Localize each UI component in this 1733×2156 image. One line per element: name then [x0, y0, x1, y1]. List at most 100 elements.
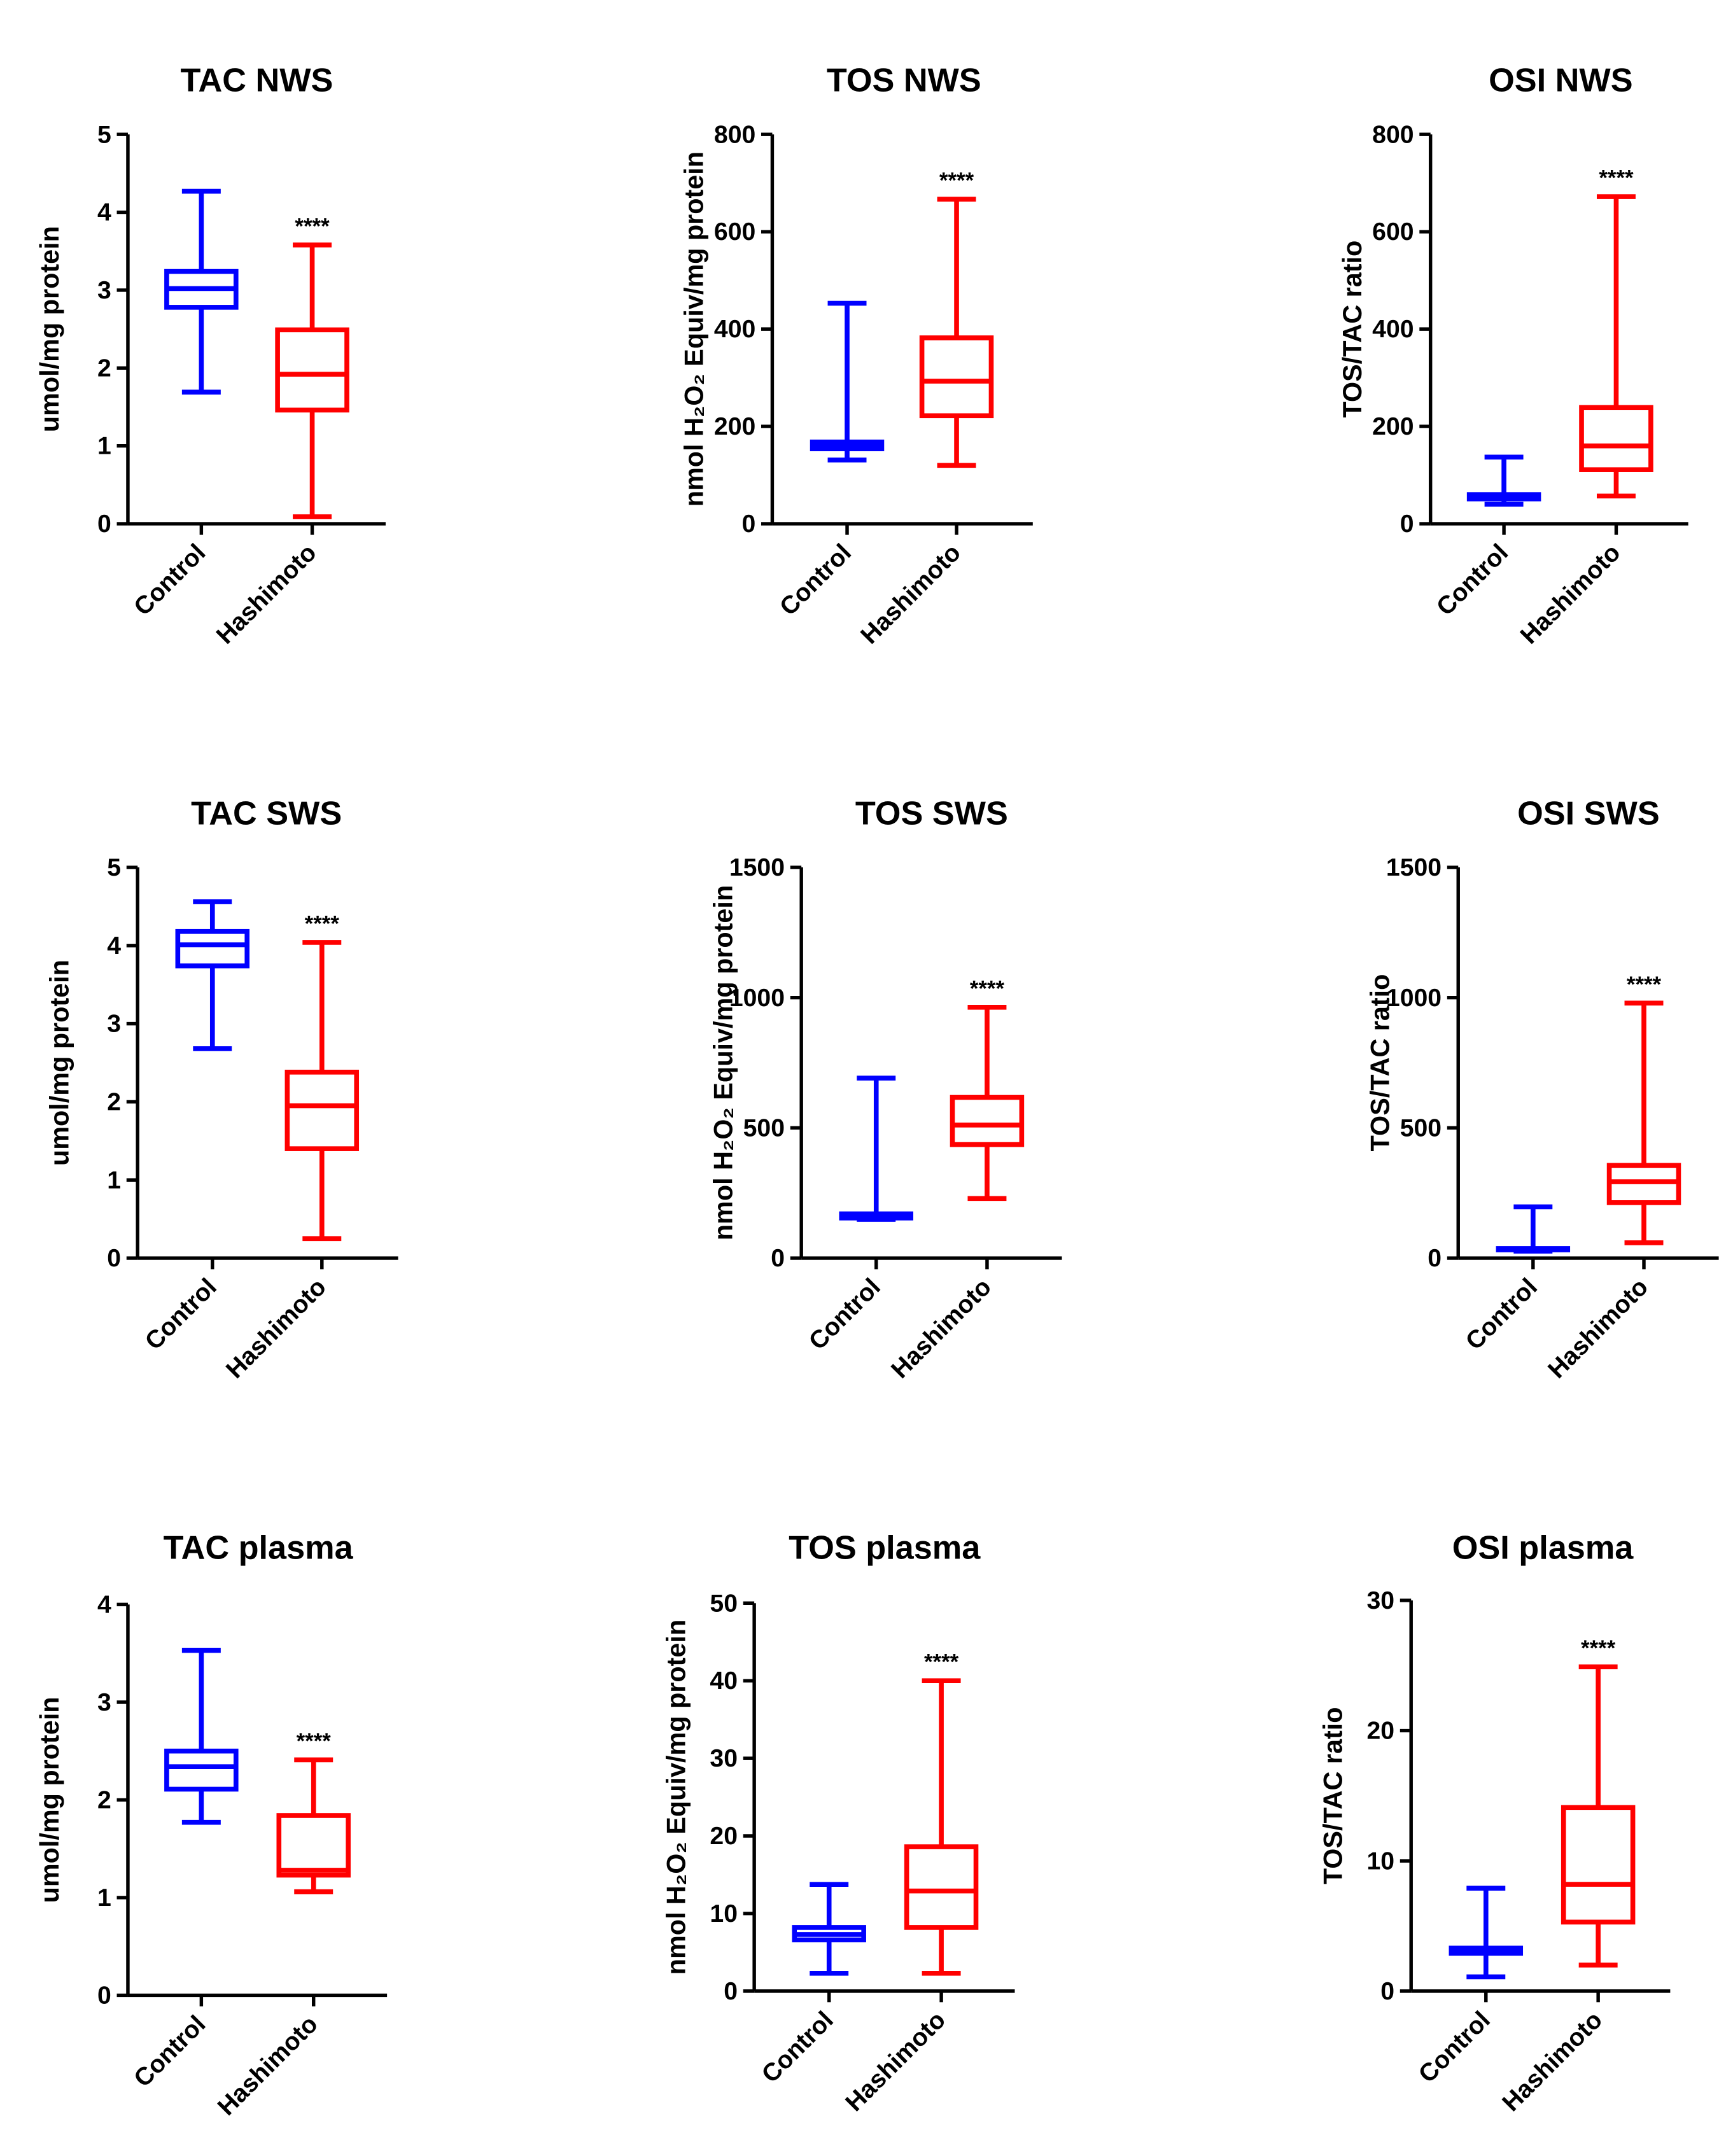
x-tick-label: Hashimoto [1515, 539, 1626, 650]
chart-title: OSI SWS [1517, 795, 1660, 832]
box-hashimoto [904, 1678, 979, 1976]
significance-marker: **** [1599, 166, 1634, 191]
y-tick-label: 400 [714, 316, 755, 343]
significance-marker: **** [1627, 972, 1662, 997]
y-tick-label: 0 [97, 510, 111, 538]
x-tick-label: Hashimoto [221, 1273, 332, 1384]
y-tick-label: 0 [742, 510, 756, 538]
x-tick-label: Control [140, 1273, 222, 1355]
y-tick-label: 4 [97, 1591, 111, 1618]
x-tick-label: Hashimoto [211, 539, 322, 650]
chart-panel-8: TOS plasma 0 10 20 30 40 50 nmol H₂O₂ Equiv/mg … [661, 1530, 1015, 2117]
iqr-box [1561, 1805, 1636, 1925]
y-tick-label: 5 [107, 854, 121, 881]
y-tick-label: 3 [97, 277, 111, 304]
x-tick-label: Control [129, 539, 211, 621]
box-hashimoto [275, 242, 349, 519]
chart-panel-4: TAC SWS 0 1 2 3 4 5 umol/mg protein ControlHashi… [45, 795, 398, 1384]
y-tick-label: 20 [710, 1823, 738, 1850]
y-tick-label: 1000 [1386, 984, 1442, 1012]
significance-marker: **** [1581, 1636, 1616, 1661]
y-tick-label: 40 [710, 1667, 738, 1695]
x-tick-label: Control [757, 2006, 839, 2089]
significance-marker: **** [295, 214, 330, 239]
chart-panel-5: TOS SWS 0 500 1000 1500 nmol H₂O₂ Equiv/mg pr… [708, 795, 1062, 1384]
y-axis-label: umol/mg protein [35, 1697, 64, 1903]
iqr-box [276, 1813, 351, 1878]
box-control [164, 1648, 239, 1825]
chart-title: TOS SWS [855, 795, 1008, 832]
significance-marker: **** [305, 912, 340, 937]
y-tick-label: 0 [771, 1245, 785, 1272]
significance-marker: **** [939, 169, 974, 193]
box-control [792, 1882, 866, 1976]
iqr-box [1579, 405, 1653, 472]
y-tick-label: 600 [1372, 218, 1414, 246]
y-axis-label: umol/mg protein [45, 960, 74, 1166]
iqr-box [950, 1095, 1025, 1147]
y-tick-label: 0 [107, 1245, 121, 1272]
y-tick-label: 0 [1380, 1978, 1394, 2005]
significance-marker: **** [297, 1729, 332, 1754]
significance-marker: **** [924, 1650, 959, 1675]
y-tick-label: 0 [1428, 1245, 1442, 1272]
y-tick-label: 0 [724, 1978, 738, 2005]
chart-panel-3: OSI NWS 0 200 400 600 800 TOS/TAC ratio Control… [1338, 62, 1688, 650]
x-tick-label: Control [1431, 539, 1513, 621]
box-control [839, 1075, 913, 1222]
y-tick-label: 1500 [729, 854, 785, 881]
y-tick-label: 200 [714, 413, 755, 440]
y-axis-label: nmol H₂O₂ Equiv/mg protein [708, 885, 738, 1240]
y-tick-label: 800 [1372, 121, 1414, 148]
y-tick-label: 5 [97, 121, 111, 148]
y-axis-label: nmol H₂O₂ Equiv/mg protein [661, 1620, 691, 1975]
chart-title: TAC plasma [164, 1530, 354, 1567]
x-tick-label: Control [804, 1273, 886, 1355]
box-hashimoto [1579, 194, 1653, 499]
y-tick-label: 1500 [1386, 854, 1442, 881]
iqr-box [164, 1748, 239, 1792]
chart-panel-1: TAC NWS 0 1 2 3 4 5 umol/mg protein Control Hashi… [35, 62, 386, 650]
chart-title: OSI plasma [1452, 1530, 1634, 1567]
y-tick-label: 4 [97, 199, 111, 227]
x-tick-label: Control [1414, 2006, 1496, 2089]
iqr-box [284, 1069, 360, 1151]
x-tick-label: Hashimoto [213, 2010, 323, 2121]
y-tick-label: 10 [710, 1900, 738, 1928]
y-tick-label: 0 [1400, 510, 1414, 538]
chart-title: TOS plasma [789, 1530, 981, 1567]
y-tick-label: 500 [743, 1114, 785, 1142]
iqr-box [275, 327, 349, 413]
y-tick-label: 30 [1366, 1587, 1394, 1614]
box-hashimoto [950, 1005, 1025, 1201]
y-axis-label: TOS/TAC ratio [1338, 241, 1367, 418]
y-tick-label: 400 [1372, 316, 1414, 343]
y-tick-label: 1 [107, 1166, 121, 1194]
box-control [810, 300, 885, 463]
y-tick-label: 2 [97, 354, 111, 382]
y-tick-label: 1000 [729, 984, 785, 1012]
y-axis-label: umol/mg protein [35, 226, 64, 432]
x-tick-label: Hashimoto [1498, 2006, 1608, 2117]
chart-panel-6: OSI SWS 0 500 1000 1500 TOS/TAC ratio Control H… [1365, 795, 1719, 1384]
y-axis-label: TOS/TAC ratio [1318, 1707, 1347, 1884]
chart-panel-7: TAC plasma 0 1 2 3 4 umol/mg protein Control Has… [35, 1530, 388, 2121]
box-hashimoto [284, 940, 360, 1242]
box-control [164, 188, 239, 395]
iqr-box [919, 335, 994, 419]
y-tick-label: 500 [1400, 1114, 1442, 1142]
box-control [1496, 1204, 1571, 1254]
iqr-box [175, 928, 250, 969]
y-tick-label: 10 [1366, 1847, 1394, 1875]
box-hashimoto [1561, 1664, 1636, 1968]
y-tick-label: 0 [97, 1982, 111, 2009]
y-tick-label: 600 [714, 218, 755, 246]
box-hashimoto [919, 197, 994, 468]
box-control [1449, 1886, 1524, 1980]
y-tick-label: 2 [97, 1786, 111, 1814]
y-axis-label: TOS/TAC ratio [1365, 974, 1394, 1152]
x-tick-label: Control [775, 539, 857, 621]
x-tick-label: Hashimoto [886, 1273, 997, 1384]
